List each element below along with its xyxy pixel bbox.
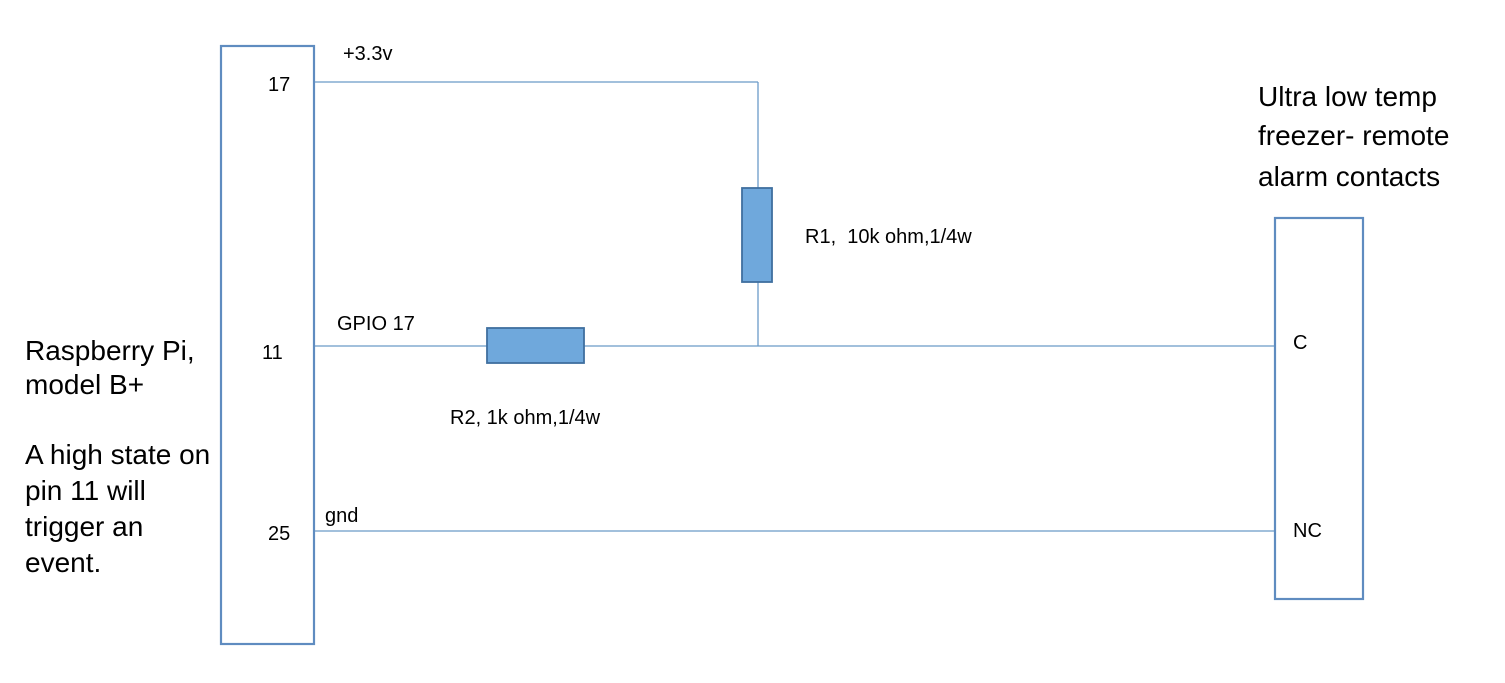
pi-title-line-2: model B+ bbox=[25, 369, 144, 400]
pi-note-line-3: trigger an bbox=[25, 511, 143, 542]
pin-25-label: 25 bbox=[268, 523, 290, 545]
pi-title-line-1: Raspberry Pi, bbox=[25, 335, 195, 366]
pi-header-block bbox=[219, 44, 316, 646]
r2-label: R2, 1k ohm,1/4w bbox=[450, 407, 601, 429]
r1-label: R1, 10k ohm,1/4w bbox=[805, 226, 972, 248]
r2-resistor bbox=[486, 327, 585, 364]
pi-note-line-1: A high state on bbox=[25, 439, 210, 470]
freezer-title-line-2: freezer- remote bbox=[1258, 120, 1449, 151]
supply-net-label: +3.3v bbox=[343, 43, 392, 65]
pi-note-line-2: pin 11 will bbox=[25, 475, 146, 506]
freezer-title-line-3: alarm contacts bbox=[1258, 161, 1440, 192]
contact-nc-label: NC bbox=[1293, 520, 1322, 542]
pi-note-line-4: event. bbox=[25, 547, 101, 578]
r1-resistor bbox=[741, 187, 773, 283]
ground-net-label: gnd bbox=[325, 505, 358, 527]
pin-11-label: 11 bbox=[262, 342, 283, 364]
pin-17-label: 17 bbox=[268, 74, 290, 96]
gpio-net-label: GPIO 17 bbox=[337, 313, 415, 335]
freezer-contact-block bbox=[1273, 216, 1365, 601]
contact-c-label: C bbox=[1293, 332, 1307, 354]
freezer-title-line-1: Ultra low temp bbox=[1258, 81, 1437, 112]
